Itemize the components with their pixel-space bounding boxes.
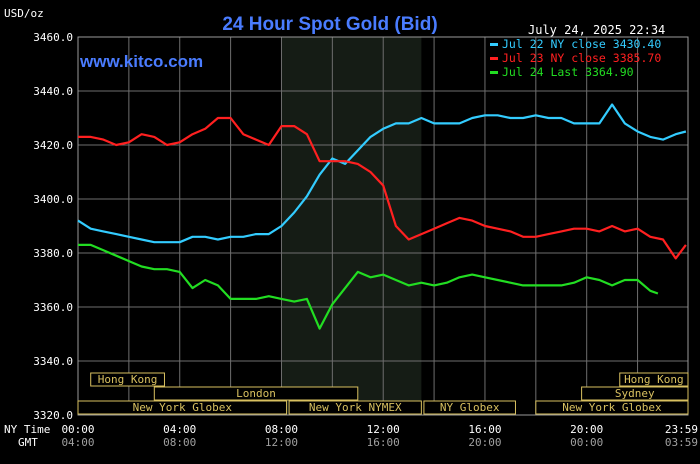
chart-title: 24 Hour Spot Gold (Bid) <box>222 14 437 35</box>
legend-entry: Jul 24 Last 3364.90 <box>502 65 634 79</box>
market-session-box <box>423 400 516 415</box>
market-session-label: NY Globex <box>440 401 500 414</box>
y-tick-label: 3440.0 <box>33 85 73 98</box>
y-tick-label: 3420.0 <box>33 139 73 152</box>
chart-datetime: July 24, 2025 22:34 <box>528 23 665 37</box>
ny-time-label: NY Time <box>4 423 50 436</box>
x-tick-label-ny: 12:00 <box>367 423 400 436</box>
legend-swatch <box>490 43 498 46</box>
series-line <box>78 116 687 260</box>
market-session-label: New York NYMEX <box>309 401 402 414</box>
x-tick-label-ny: 16:00 <box>468 423 501 436</box>
market-session-box <box>288 400 422 415</box>
market-session-label: London <box>236 387 276 400</box>
y-axis-unit: USD/oz <box>4 7 44 20</box>
x-tick-label-gmt: 08:00 <box>163 436 196 449</box>
market-session-label: New York Globex <box>562 401 662 414</box>
x-tick-label-gmt: 16:00 <box>367 436 400 449</box>
kitco-watermark: www.kitco.com <box>79 52 203 71</box>
series-line <box>78 243 659 330</box>
x-tick-label-gmt: 12:00 <box>265 436 298 449</box>
market-session-box <box>90 372 165 387</box>
market-session-box <box>77 400 288 415</box>
legend-swatch <box>490 57 498 60</box>
market-session-box <box>619 372 689 387</box>
legend-entry: Jul 22 NY close 3430.40 <box>502 37 661 51</box>
x-tick-label-ny: 08:00 <box>265 423 298 436</box>
x-tick-label-ny: 20:00 <box>570 423 603 436</box>
gmt-label: GMT <box>18 436 38 449</box>
y-tick-label: 3400.0 <box>33 193 73 206</box>
y-tick-label: 3320.0 <box>33 409 73 422</box>
plot-frame <box>77 36 689 416</box>
x-tick-label-ny: 23:59 <box>665 423 698 436</box>
x-tick-label-ny: 04:00 <box>163 423 196 436</box>
y-axis-ticks: 3320.0 3340.0 3360.0 3380.0 3400.0 3420.0 3440… <box>33 31 73 422</box>
legend-entry: Jul 23 NY close 3385.70 <box>502 51 661 65</box>
x-tick-label-gmt: 00:00 <box>570 436 603 449</box>
x-tick-label-gmt: 20:00 <box>468 436 501 449</box>
y-tick-label: 3380.0 <box>33 247 73 260</box>
series-line <box>77 103 687 244</box>
price-series <box>77 103 687 330</box>
market-session-label: New York Globex <box>133 401 233 414</box>
market-session-box <box>153 386 359 401</box>
nymex-session-highlight <box>281 37 422 415</box>
y-tick-label: 3360.0 <box>33 301 73 314</box>
x-axis-ticks: 00:0004:0004:0008:0008:0012:0012:0016:00… <box>61 423 698 449</box>
market-session-label: Hong Kong <box>624 373 684 386</box>
x-tick-label-ny: 00:00 <box>61 423 94 436</box>
legend-swatch <box>490 71 498 74</box>
market-session-label: Sydney <box>615 387 655 400</box>
y-tick-label: 3340.0 <box>33 355 73 368</box>
x-tick-label-gmt: 03:59 <box>665 436 698 449</box>
y-tick-label: 3460.0 <box>33 31 73 44</box>
market-session-label: Hong Kong <box>98 373 158 386</box>
x-tick-label-gmt: 04:00 <box>61 436 94 449</box>
market-session-box <box>535 400 689 415</box>
market-session-box <box>581 386 689 401</box>
